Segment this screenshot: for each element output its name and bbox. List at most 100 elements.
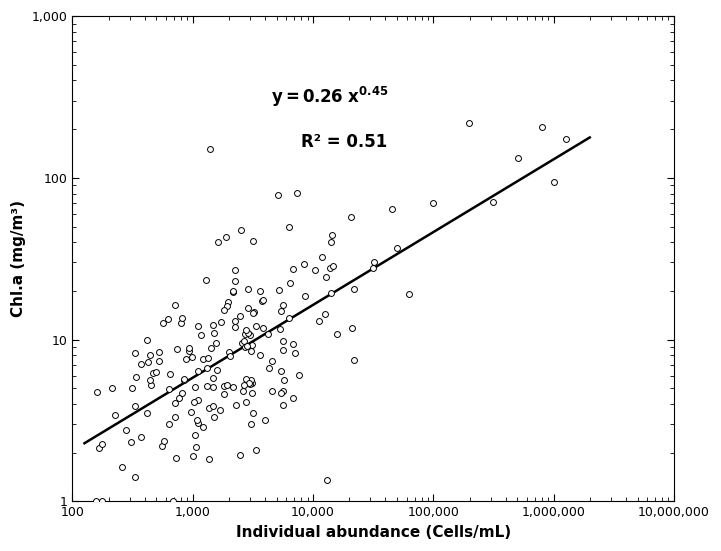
Point [288, 264, 299, 273]
Point [224, 352, 236, 361]
Point [109, 410, 120, 419]
Point [156, 442, 167, 451]
Point [208, 413, 220, 422]
Point [193, 366, 204, 375]
Point [512, 154, 523, 163]
Point [332, 329, 343, 338]
Point [214, 406, 226, 414]
Point [193, 322, 204, 331]
Point [125, 437, 137, 446]
Point [249, 446, 261, 455]
Point [218, 390, 230, 398]
Point [163, 385, 174, 393]
Point [170, 453, 182, 462]
Point [153, 347, 164, 356]
Point [203, 455, 215, 463]
Point [289, 348, 301, 357]
Point [126, 384, 138, 393]
Point [120, 426, 132, 435]
Point [157, 319, 169, 328]
Point [386, 205, 397, 214]
Point [240, 375, 252, 384]
Point [242, 342, 253, 350]
Point [211, 339, 222, 348]
Point [129, 349, 141, 358]
Point [204, 145, 216, 154]
Point [213, 237, 224, 246]
Point [324, 238, 336, 247]
Point [278, 346, 289, 355]
Point [207, 402, 218, 411]
Point [277, 387, 288, 396]
Point [218, 306, 229, 315]
Point [273, 286, 284, 295]
Point [197, 423, 208, 431]
Point [218, 381, 230, 390]
Point [229, 323, 241, 332]
Point [144, 376, 156, 385]
Point [348, 355, 360, 364]
Point [278, 336, 289, 345]
Point [92, 387, 103, 396]
Point [238, 337, 249, 345]
Point [239, 381, 250, 390]
Point [255, 350, 266, 359]
Point [169, 398, 181, 407]
Point [347, 323, 358, 332]
Point [257, 295, 269, 304]
Point [243, 379, 255, 387]
Point [321, 476, 332, 485]
Point [278, 375, 289, 384]
Point [203, 403, 215, 412]
Point [247, 309, 259, 317]
Point [190, 383, 201, 392]
Point [320, 273, 332, 282]
Point [146, 381, 157, 390]
Point [240, 325, 252, 334]
Point [248, 307, 260, 316]
Point [246, 388, 257, 397]
Point [169, 413, 180, 422]
Point [247, 408, 259, 417]
Point [247, 341, 258, 349]
Point [326, 288, 337, 297]
Point [97, 497, 108, 506]
X-axis label: Individual abundance (Cells/mL): Individual abundance (Cells/mL) [236, 525, 510, 540]
Text: R² = 0.51: R² = 0.51 [301, 133, 387, 151]
Point [287, 394, 298, 403]
Point [266, 386, 278, 395]
Point [298, 260, 310, 268]
Point [203, 353, 214, 362]
Point [208, 329, 220, 338]
Point [175, 318, 187, 327]
Point [237, 387, 249, 396]
Point [263, 364, 275, 372]
Point [403, 289, 415, 298]
Point [229, 266, 241, 275]
Point [464, 119, 475, 128]
Point [274, 325, 286, 334]
Point [243, 328, 255, 337]
Point [136, 359, 147, 368]
Point [278, 401, 289, 409]
Point [202, 382, 213, 391]
Point [536, 123, 547, 132]
Point [428, 198, 439, 207]
Point [240, 398, 252, 407]
Point [244, 330, 255, 339]
Point [178, 374, 190, 383]
Point [227, 382, 239, 391]
Point [487, 197, 499, 206]
Point [178, 376, 190, 385]
Point [173, 394, 185, 403]
Point [186, 352, 198, 361]
Point [208, 374, 219, 382]
Point [239, 342, 251, 351]
Point [183, 343, 195, 352]
Point [198, 355, 209, 364]
Point [275, 306, 287, 315]
Point [129, 402, 141, 410]
Point [327, 230, 338, 239]
Point [141, 408, 153, 417]
Point [142, 358, 154, 366]
